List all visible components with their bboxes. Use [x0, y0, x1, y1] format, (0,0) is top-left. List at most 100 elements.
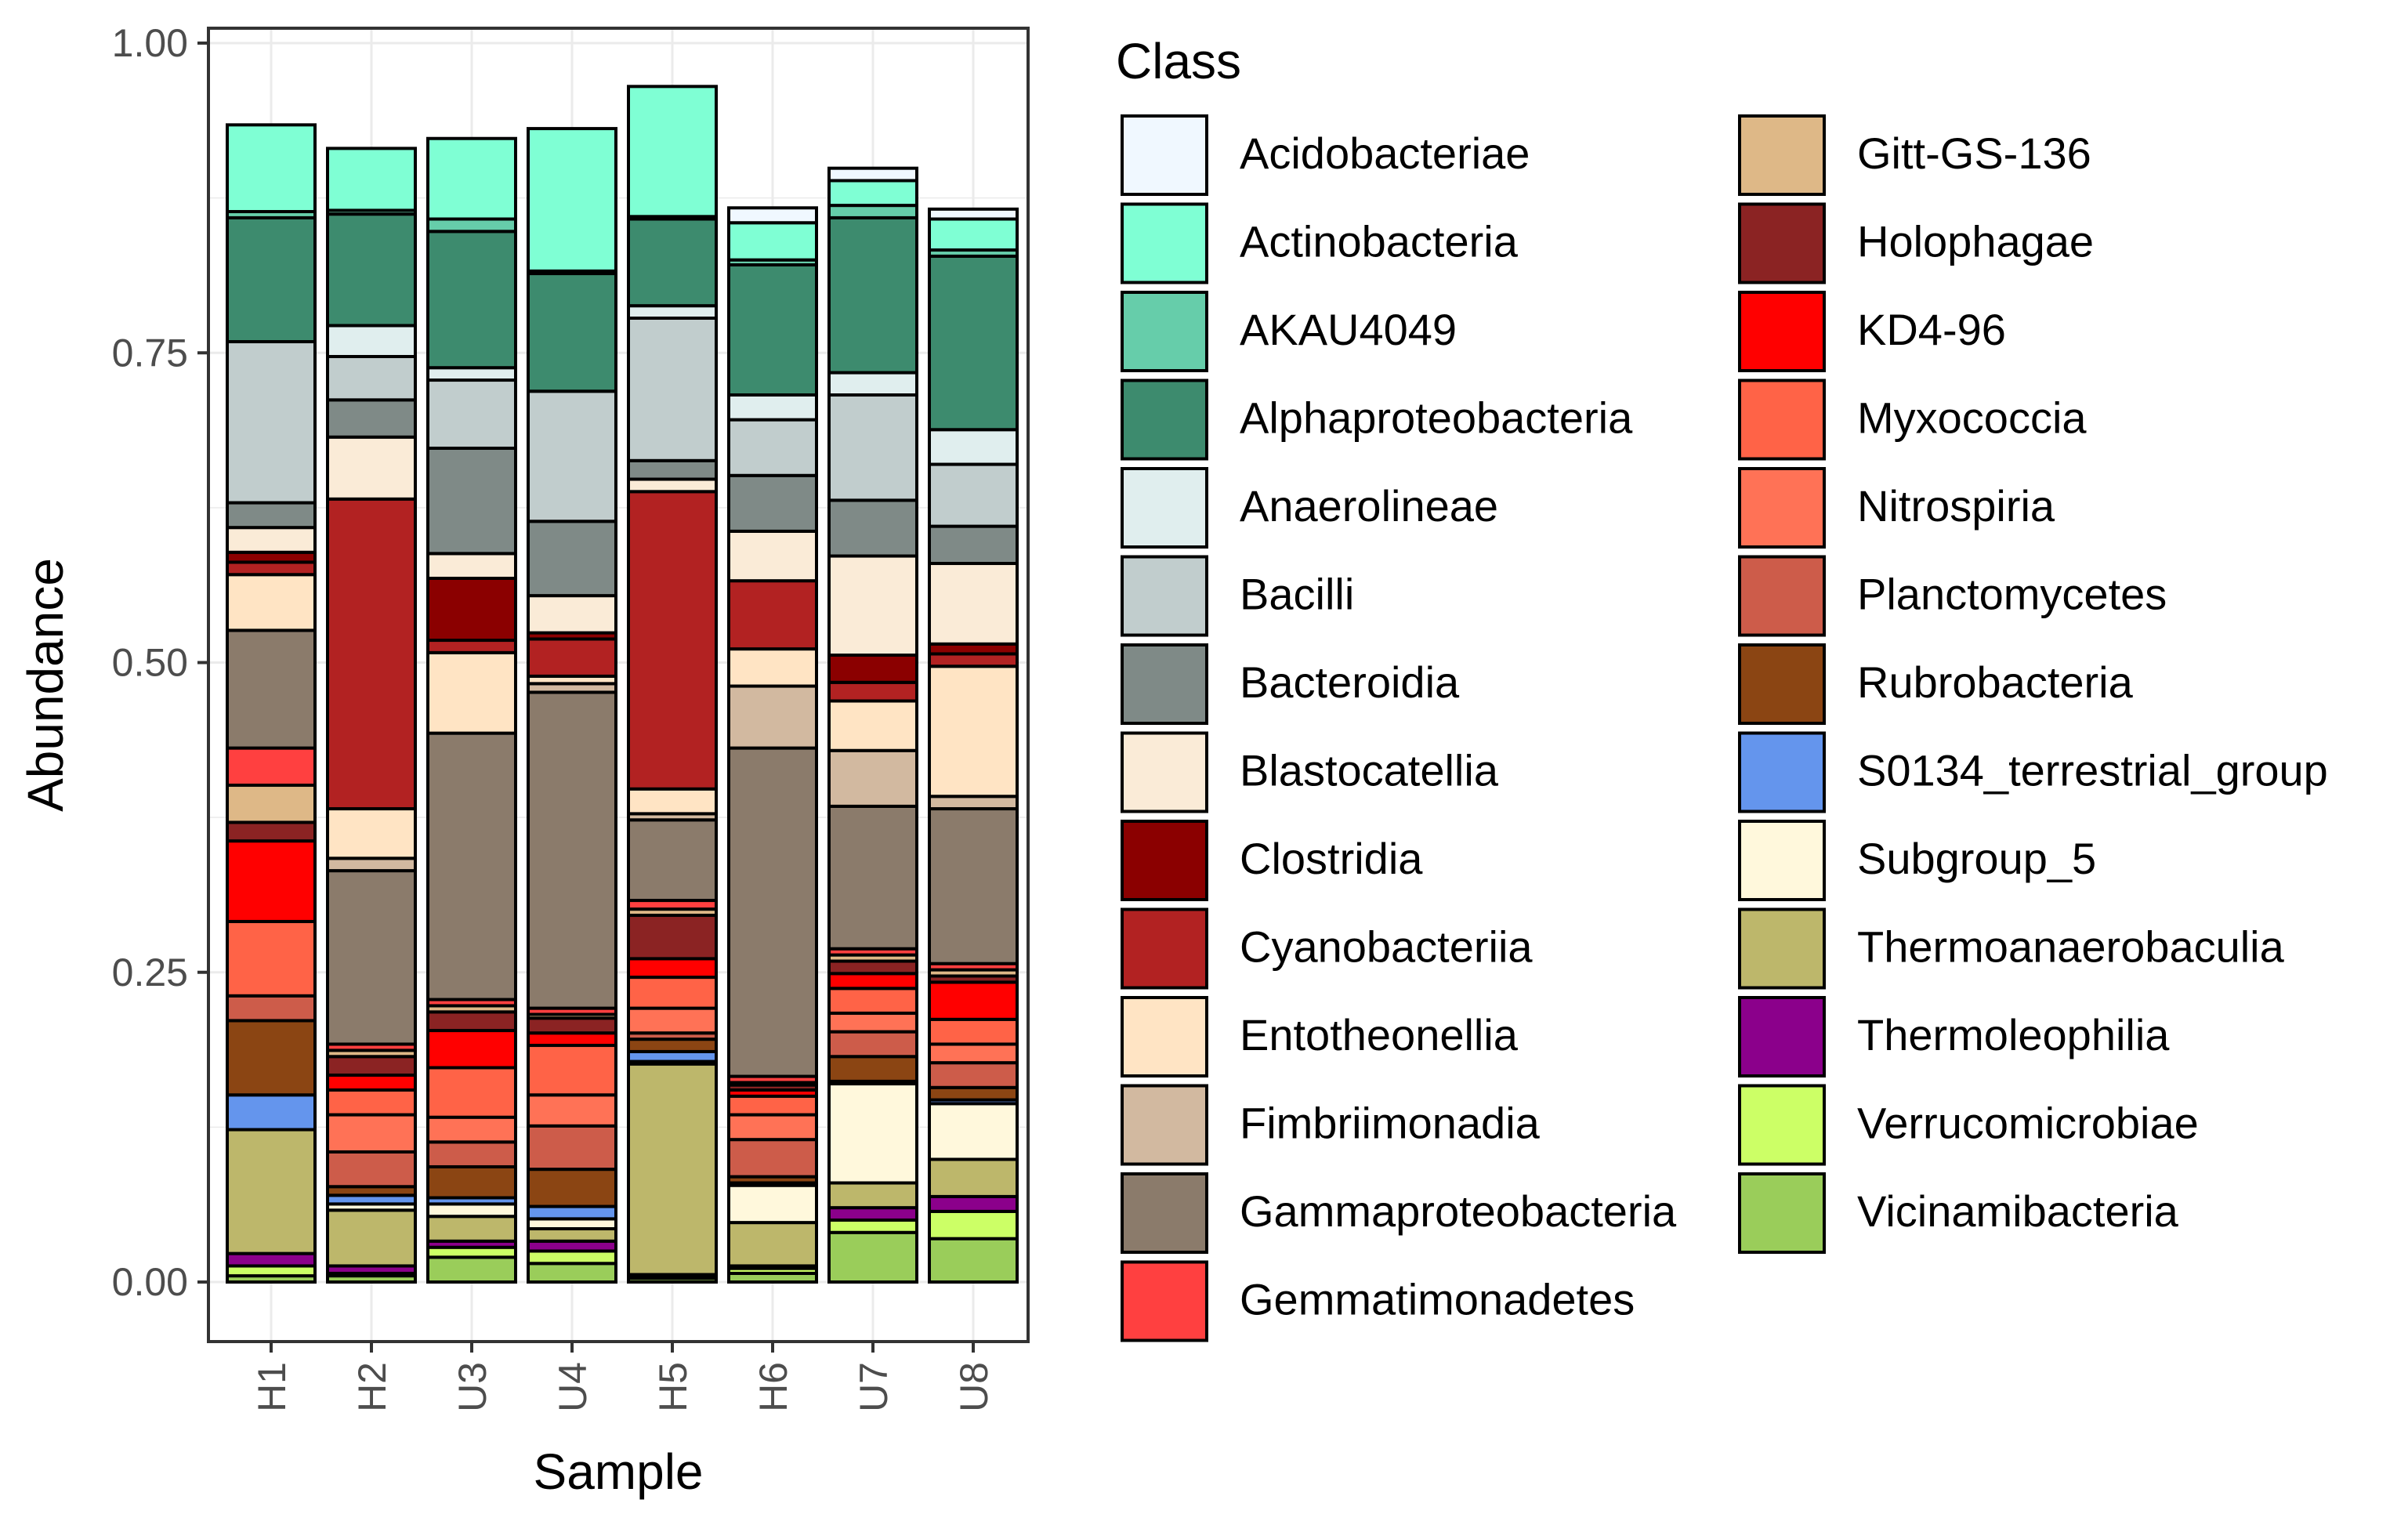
- legend-item-vicinamibacteria: Vicinamibacteria: [1738, 1172, 2179, 1254]
- bar-segment-h6-acidobacteriae: [727, 206, 818, 225]
- legend-swatch: [1738, 1084, 1826, 1166]
- x-tick-label-u7: U7: [852, 1362, 896, 1412]
- bar-segment-u7-holophagae: [827, 959, 918, 976]
- y-tick-label: 0.75: [112, 331, 188, 375]
- bar-segment-u3-anaerolineae: [426, 366, 517, 382]
- legend-label: KD4-96: [1857, 305, 2006, 354]
- legend-swatch: [1121, 1084, 1208, 1166]
- legend-item-subgroup-5: Subgroup_5: [1738, 820, 2096, 901]
- bar-segment-u3-myxococcia: [426, 1066, 517, 1119]
- legend-swatch: [1738, 996, 1826, 1077]
- bar-segment-u3-rubrobacteria: [426, 1164, 517, 1200]
- bar-segment-u4-gammaproteobacteria: [527, 690, 617, 1010]
- bar-segment-h1-planctomycetes: [226, 994, 317, 1023]
- axes: 0.00 0.25 0.50 0.75 1.00 H1 H2 U3 U4 H5 H6 U7 U8: [112, 21, 996, 1412]
- bar-segment-u3-clostridia: [426, 576, 517, 643]
- bar-segment-u7-alphaproteobacteria: [827, 215, 918, 375]
- bar-segment-u7-blastocatellia: [827, 554, 918, 657]
- bar-segment-u7-akau4049: [827, 204, 918, 219]
- bar-segment-u4-s0134-terrestrial-group: [527, 1204, 617, 1221]
- bar-segment-h1-myxococcia: [226, 919, 317, 998]
- legend-label: Bacilli: [1240, 570, 1354, 619]
- bar-segment-u4-nitrospiria: [527, 1093, 617, 1128]
- legend-swatch: [1738, 291, 1826, 372]
- bar-segment-u7-bacteroidia: [827, 498, 918, 558]
- bar-segment-u7-planctomycetes: [827, 1030, 918, 1059]
- bar-segment-h2-gammaproteobacteria: [326, 869, 417, 1046]
- legend-item-actinobacteria: Actinobacteria: [1121, 202, 1519, 284]
- x-tick-label-u4: U4: [551, 1362, 595, 1412]
- bar-segment-u4-thermoanaerobaculia: [527, 1227, 617, 1243]
- legend-item-rubrobacteria: Rubrobacteria: [1738, 643, 2134, 725]
- legend-item-entotheonellia: Entotheonellia: [1121, 996, 1519, 1077]
- bar-segment-h6-blastocatellia: [727, 529, 818, 583]
- legend-item-alphaproteobacteria: Alphaproteobacteria: [1121, 378, 1633, 461]
- legend-title: Class: [1116, 33, 1241, 89]
- legend-item-myxococcia: Myxococcia: [1738, 378, 2087, 461]
- bar-segment-h1-entotheonellia: [226, 573, 317, 632]
- bar-segment-u3-subgroup-5: [426, 1202, 517, 1219]
- bar-segment-h2-bacilli: [326, 354, 417, 402]
- bar-segment-u8-bacteroidia: [928, 524, 1019, 566]
- legend-item-cyanobacteriia: Cyanobacteriia: [1121, 907, 1533, 990]
- bar-segment-h1-bacilli: [226, 340, 317, 505]
- bar-segment-h1-holophagae: [226, 820, 317, 843]
- bar-segment-h6-bacteroidia: [727, 473, 818, 533]
- legend-swatch: [1738, 467, 1826, 549]
- bar-segment-h2-holophagae: [326, 1055, 417, 1077]
- legend-swatch: [1738, 114, 1826, 196]
- bar-segment-u8-verrucomicrobiae: [928, 1209, 1019, 1240]
- bar-segment-h2-nitrospiria: [326, 1113, 417, 1154]
- bar-segment-h1-thermoanaerobaculia: [226, 1128, 317, 1255]
- bar-segment-h6-anaerolineae: [727, 393, 818, 422]
- bar-segment-u8-kd4-96: [928, 980, 1019, 1021]
- legend-swatch: [1738, 378, 1826, 461]
- legend-label: Actinobacteria: [1240, 217, 1519, 266]
- bar-segment-h6-myxococcia: [727, 1094, 818, 1117]
- bar-segment-u7-clostridia: [827, 654, 918, 684]
- bar-segment-u8-vicinamibacteria: [928, 1237, 1019, 1284]
- bar-segment-u4-rubrobacteria: [527, 1168, 617, 1208]
- bar-segment-u3-holophagae: [426, 1010, 517, 1033]
- bar-segment-u3-bacilli: [426, 378, 517, 450]
- y-axis-title: Abundance: [17, 558, 74, 812]
- bar-segment-u3-kd4-96: [426, 1029, 517, 1070]
- bar-segment-u3-blastocatellia: [426, 552, 517, 580]
- bar-segment-h6-subgroup-5: [727, 1183, 818, 1225]
- legend-item-anaerolineae: Anaerolineae: [1121, 467, 1498, 549]
- legend-label: AKAU4049: [1240, 305, 1457, 354]
- bar-segment-u7-thermoleophilia: [827, 1206, 918, 1222]
- legend-item-thermoleophilia: Thermoleophilia: [1738, 996, 2170, 1077]
- x-tick-label-u8: U8: [952, 1362, 996, 1412]
- plot-panel-border: [207, 27, 1030, 1343]
- bar-segment-h2-entotheonellia: [326, 807, 417, 860]
- bar-segment-u8-anaerolineae: [928, 428, 1019, 466]
- legend-swatch: [1121, 820, 1208, 901]
- bar-segment-h2-kd4-96: [326, 1073, 417, 1092]
- bar-segment-h6-thermoanaerobaculia: [727, 1221, 818, 1268]
- legend-swatch: [1738, 820, 1826, 901]
- bar-segment-h5-holophagae: [627, 914, 718, 961]
- bar-segment-u3-akau4049: [426, 217, 517, 234]
- legend-swatch: [1738, 907, 1826, 990]
- legend-swatch: [1121, 378, 1208, 461]
- bar-segment-u8-subgroup-5: [928, 1102, 1019, 1161]
- bar-segment-h5-anaerolineae: [627, 304, 718, 320]
- legend-item-fimbriimonadia: Fimbriimonadia: [1121, 1084, 1541, 1166]
- bar-segment-u7-nitrospiria: [827, 1011, 918, 1034]
- bar-segment-u4-holophagae: [527, 1016, 617, 1035]
- bar-segment-h5-bacteroidia: [627, 458, 718, 481]
- bar-segment-u7-verrucomicrobiae: [827, 1218, 918, 1234]
- bar-segment-u8-alphaproteobacteria: [928, 254, 1019, 432]
- bar-segment-h5-blastocatellia: [627, 477, 718, 494]
- bar-segment-h6-cyanobacteriia: [727, 579, 818, 651]
- bar-segment-h5-nitrospiria: [627, 1006, 718, 1035]
- legend-item-planctomycetes: Planctomycetes: [1738, 555, 2167, 637]
- bar-segment-h6-fimbriimonadia: [727, 684, 818, 750]
- legend-label: Thermoleophilia: [1857, 1010, 2170, 1059]
- bar-segment-h1-s0134-terrestrial-group: [226, 1093, 317, 1132]
- x-axis-title: Sample: [534, 1443, 704, 1500]
- bar-segment-u8-fimbriimonadia: [928, 795, 1019, 811]
- legend-swatch: [1738, 643, 1826, 725]
